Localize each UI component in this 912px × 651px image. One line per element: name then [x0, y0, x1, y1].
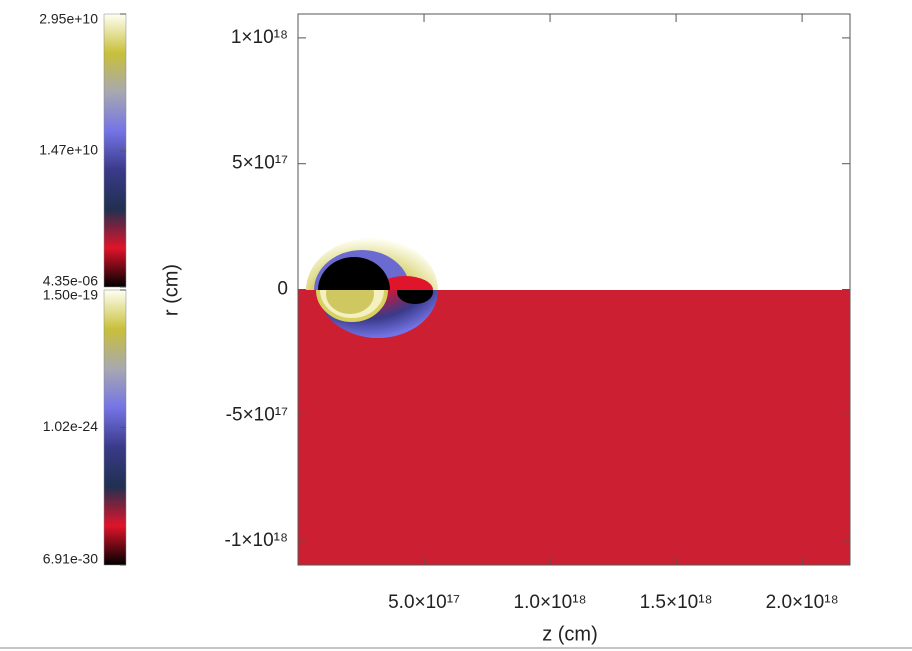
y-tick-label: -1×10¹⁸ — [225, 530, 288, 551]
y-axis-label: r (cm) — [160, 264, 182, 316]
x-axis-label: z (cm) — [542, 623, 598, 645]
colorbar-tick-label: 4.35e-06 — [43, 273, 98, 289]
x-tick-label: 5.0×10¹⁷ — [388, 592, 460, 613]
x-tick-label: 2.0×10¹⁸ — [766, 592, 839, 613]
y-tick-label: 1×10¹⁸ — [231, 27, 288, 48]
colorbar-tick-label: 1.47e+10 — [39, 142, 98, 158]
colorbar-tick-label: 2.95e+10 — [39, 11, 98, 27]
colorbar-tick-label: 6.91e-30 — [43, 551, 98, 567]
y-tick-label: 0 — [277, 279, 288, 300]
x-tick-label: 1.5×10¹⁸ — [640, 592, 713, 613]
y-tick-label: 5×10¹⁷ — [232, 153, 288, 174]
upper-structure — [306, 238, 438, 290]
y-tick-label: -5×10¹⁷ — [226, 404, 288, 425]
colorbar-tick-label: 1.02e-24 — [43, 418, 98, 434]
lower-structure — [316, 290, 438, 338]
colorbar-tick-label: 1.50e-19 — [43, 287, 98, 303]
x-tick-label: 1.0×10¹⁸ — [514, 592, 587, 613]
